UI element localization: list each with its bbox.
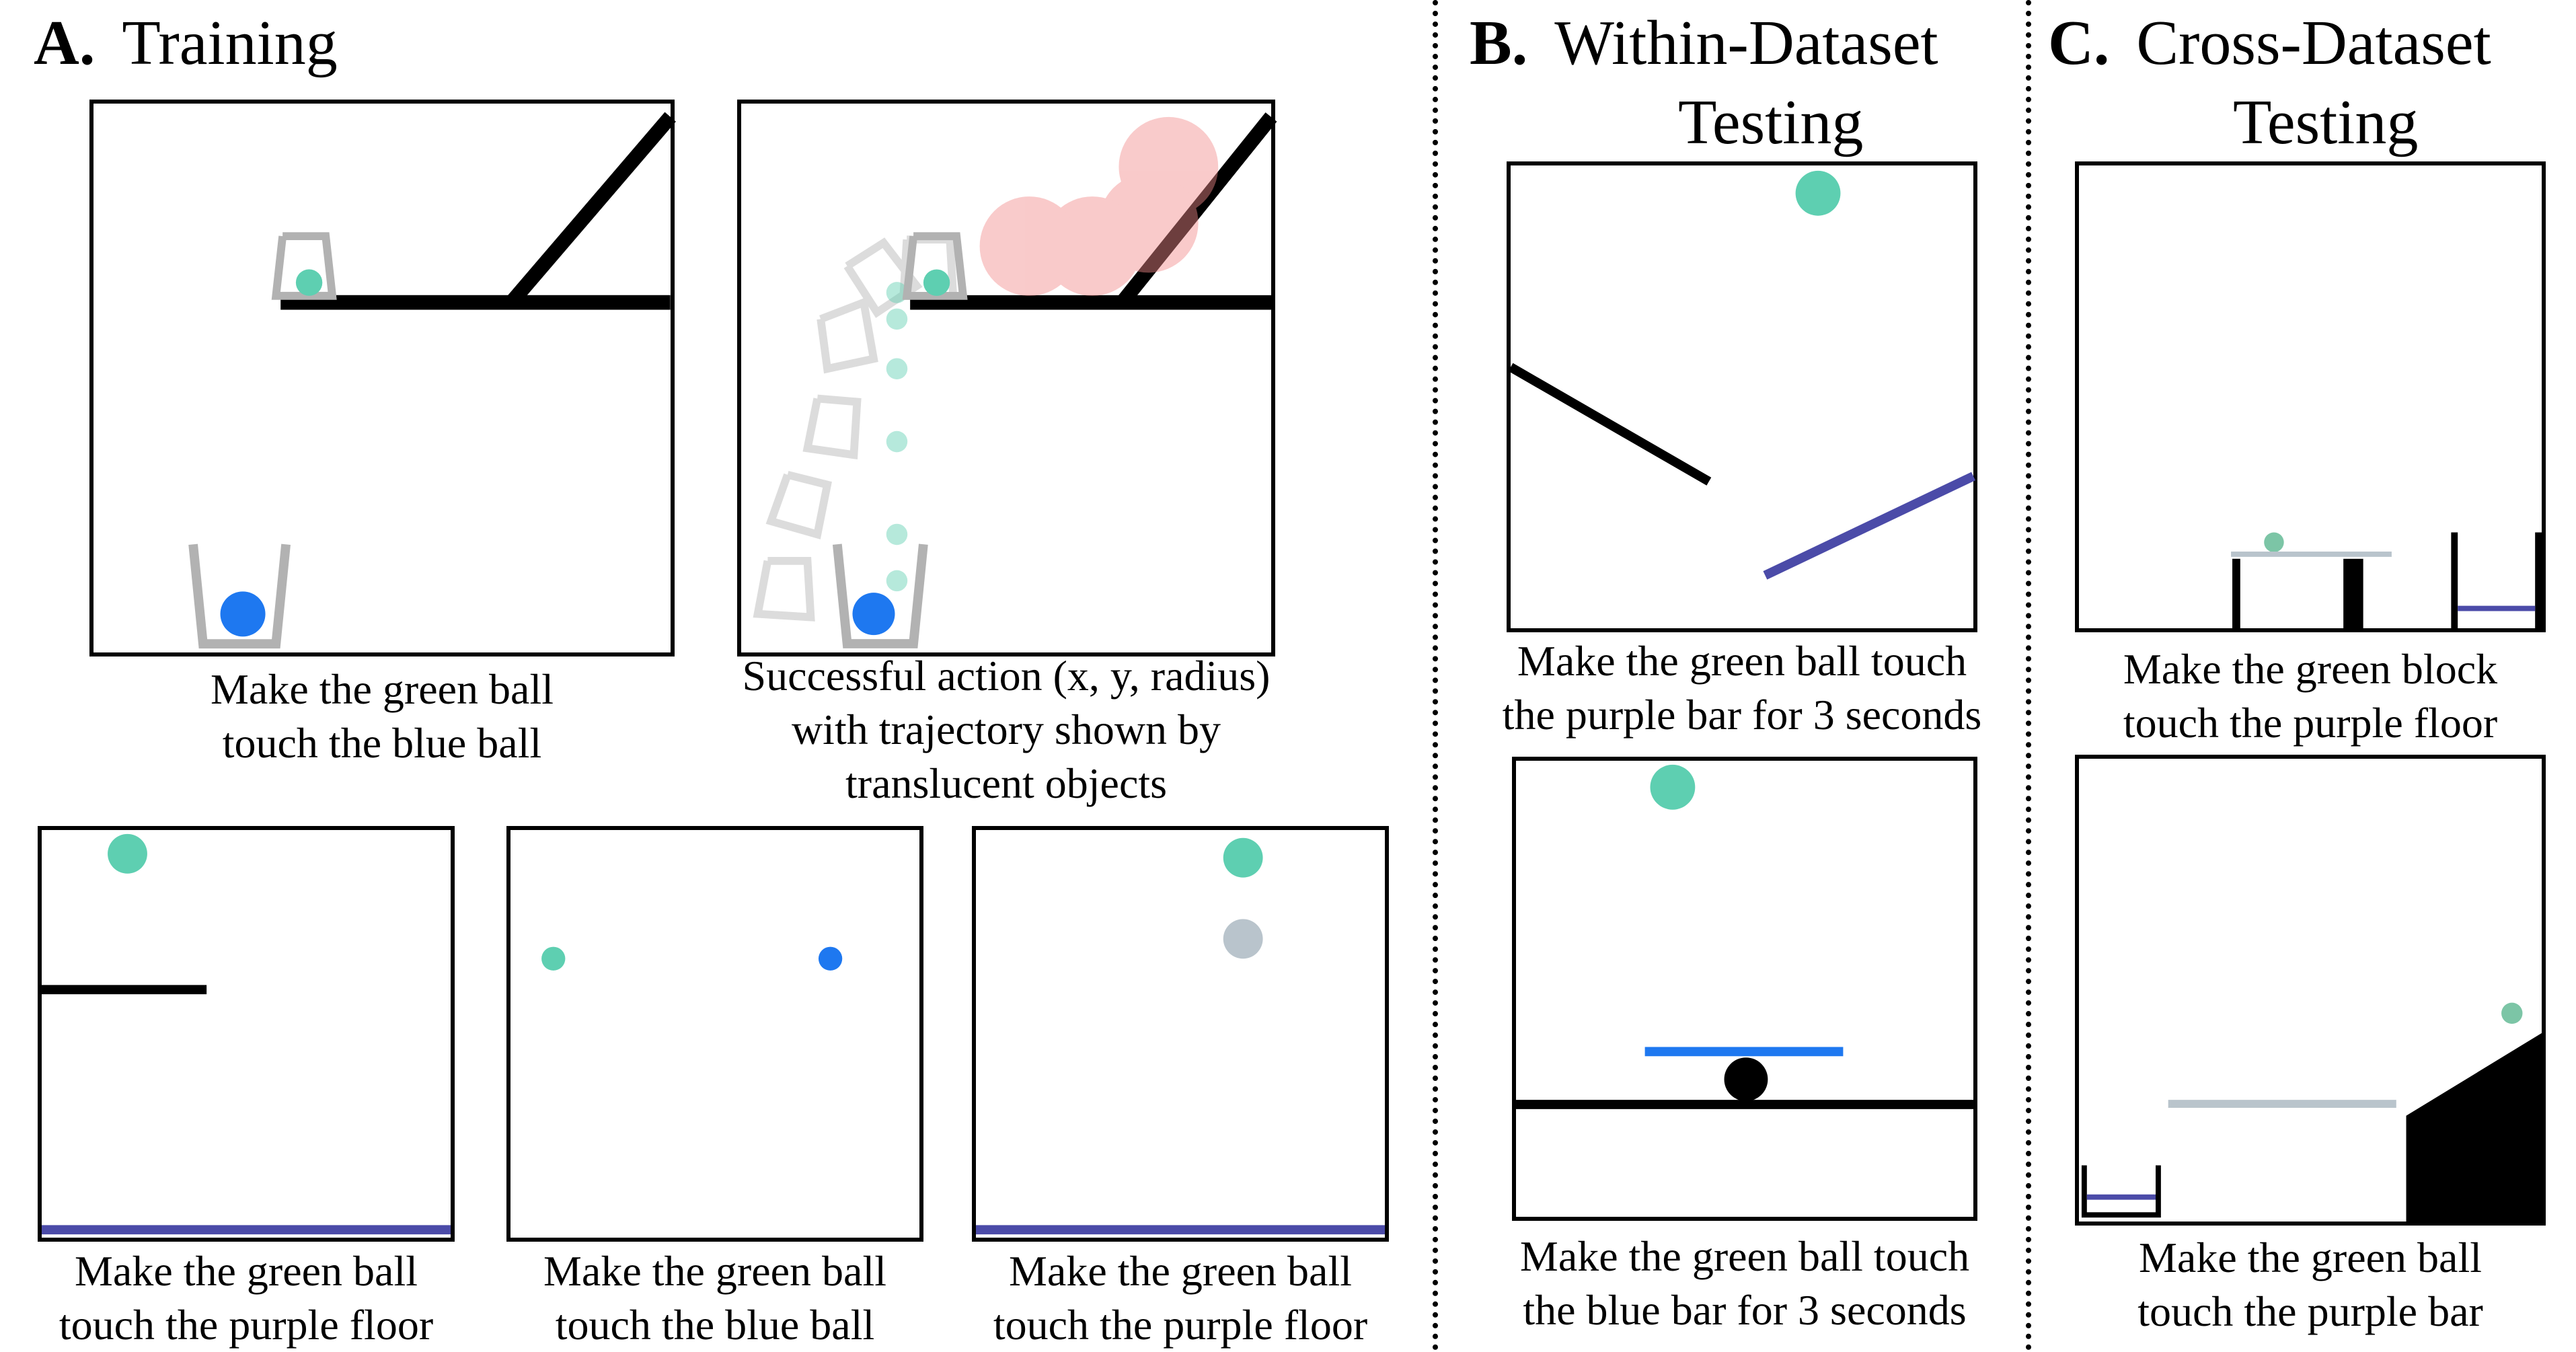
caption-c1: Make the green block touch the purple fl… xyxy=(2041,642,2576,750)
caption-b2-line1: Make the green ball touch xyxy=(1519,1232,1970,1280)
caption-a5: Make the green ball touch the purple flo… xyxy=(958,1244,1402,1352)
section-c-title: C. Cross-Dataset xyxy=(2048,7,2491,79)
caption-a3-line1: Make the green ball xyxy=(75,1247,418,1295)
ball-trajectory xyxy=(886,282,908,592)
green-ball xyxy=(923,269,950,296)
caption-c2-line2: touch the purple bar xyxy=(2137,1287,2483,1335)
section-b-title: B. Within-Dataset xyxy=(1470,7,1938,79)
panel-c2-scene xyxy=(2081,1002,2542,1222)
caption-a4: Make the green ball touch the blue ball xyxy=(493,1244,937,1352)
blue-ball xyxy=(220,591,266,637)
panel-a5-scene xyxy=(976,837,1385,1235)
panel-b1-scene xyxy=(1508,170,1975,580)
section-b-title-line2: Testing xyxy=(1678,87,1864,157)
panel-a1 xyxy=(89,100,676,656)
panel-a4-scene xyxy=(541,946,843,971)
caption-a1-line1: Make the green ball xyxy=(211,665,554,713)
green-ball xyxy=(108,833,147,874)
blue-ball xyxy=(818,946,843,971)
caption-a2-line3: translucent objects xyxy=(845,759,1168,807)
green-block xyxy=(2264,532,2284,552)
small-container xyxy=(2081,1165,2161,1218)
caption-c1-line2: touch the purple floor xyxy=(2123,699,2498,747)
caption-a5-line1: Make the green ball xyxy=(1009,1247,1352,1295)
caption-b2: Make the green ball touch the blue bar f… xyxy=(1476,1230,2014,1337)
caption-b1-line2: the purple bar for 3 seconds xyxy=(1502,691,1982,739)
divider-a-b xyxy=(1433,0,1438,1351)
green-ball xyxy=(541,946,566,971)
caption-a4-line1: Make the green ball xyxy=(543,1247,886,1295)
ramp-bar xyxy=(505,112,676,307)
ramp-bar xyxy=(1116,112,1277,307)
section-b-letter: B. xyxy=(1470,8,1528,78)
black-bar xyxy=(1508,363,1712,486)
section-a-letter: A. xyxy=(34,8,96,78)
divider-b-c xyxy=(2026,0,2031,1351)
section-b-label: Within-Dataset xyxy=(1554,8,1938,78)
green-ball xyxy=(1795,170,1841,216)
section-c-title-line2: Testing xyxy=(2233,87,2419,157)
caption-a2: Successful action (x, y, radius) with tr… xyxy=(704,649,1309,811)
panel-a4 xyxy=(506,826,923,1242)
panel-c1 xyxy=(2075,161,2546,632)
section-a-title: A. Training xyxy=(34,7,338,79)
small-cup xyxy=(271,232,337,300)
panel-b1 xyxy=(1507,161,1977,632)
caption-c2-line1: Make the green ball xyxy=(2139,1234,2482,1281)
section-c-label: Cross-Dataset xyxy=(2136,8,2491,78)
caption-c1-line1: Make the green block xyxy=(2123,645,2498,693)
section-a-label: Training xyxy=(122,8,338,78)
caption-a1: Make the green ball touch the blue ball xyxy=(89,663,675,770)
caption-a1-line2: touch the blue ball xyxy=(222,719,542,767)
caption-a4-line2: touch the blue ball xyxy=(555,1301,875,1349)
panel-c2 xyxy=(2075,755,2546,1226)
panel-a5 xyxy=(972,826,1389,1242)
action-ball-trajectory xyxy=(979,116,1219,296)
panel-c1-scene xyxy=(2231,532,2542,628)
caption-a2-line2: with trajectory shown by xyxy=(791,706,1221,753)
small-cup xyxy=(902,232,968,300)
bottom-cup xyxy=(188,543,291,649)
panel-a3-scene xyxy=(42,833,451,1235)
center-post xyxy=(2343,558,2363,628)
panel-a2 xyxy=(737,100,1277,656)
caption-a5-line2: touch the purple floor xyxy=(993,1301,1368,1349)
blue-ball xyxy=(852,593,895,636)
gray-ball xyxy=(1223,919,1263,959)
caption-b2-line2: the blue bar for 3 seconds xyxy=(1523,1286,1967,1334)
green-ball xyxy=(1223,837,1263,878)
panel-a2-scene xyxy=(753,112,1277,648)
panel-a1-scene xyxy=(188,112,676,649)
caption-a3-line2: touch the purple floor xyxy=(59,1301,434,1349)
green-ball xyxy=(1650,764,1696,810)
bottom-cup xyxy=(832,543,928,648)
black-ramp xyxy=(2406,1032,2542,1222)
green-ball xyxy=(295,269,323,296)
panel-a3 xyxy=(38,826,455,1242)
section-c-letter: C. xyxy=(2048,8,2110,78)
green-ball xyxy=(2501,1002,2523,1024)
black-ball xyxy=(1724,1057,1768,1102)
caption-b1: Make the green ball touch the purple bar… xyxy=(1473,634,2011,742)
caption-c2: Make the green ball touch the purple bar xyxy=(2041,1231,2576,1339)
panel-b2 xyxy=(1512,757,1977,1221)
panel-b2-scene xyxy=(1516,764,1973,1109)
purple-bar xyxy=(1763,472,1975,580)
caption-a2-line1: Successful action (x, y, radius) xyxy=(742,652,1271,700)
caption-b1-line1: Make the green ball touch xyxy=(1517,637,1967,685)
caption-a3: Make the green ball touch the purple flo… xyxy=(24,1244,468,1352)
